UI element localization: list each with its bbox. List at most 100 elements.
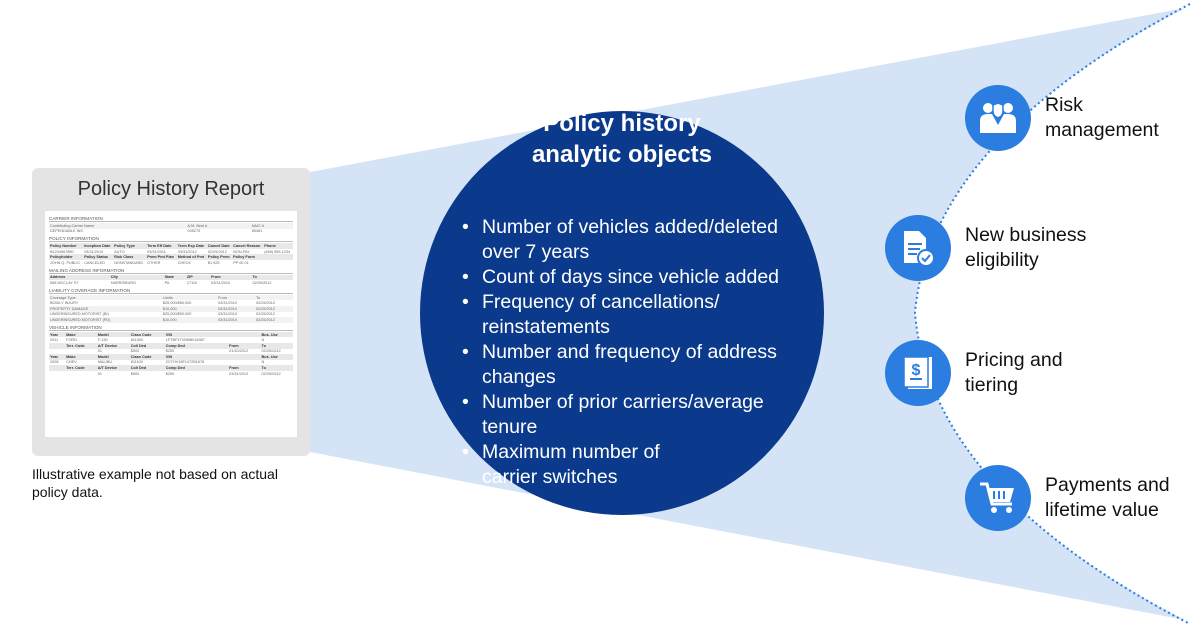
table-cell: NAIC # xyxy=(250,223,293,229)
table-cell: Year xyxy=(49,331,66,338)
table-cell: A.M. Best # xyxy=(186,223,251,229)
table-row: BODILY INJURY $25,000/$50,000 03/31/2010 02… xyxy=(49,300,293,306)
handshake-shield-icon xyxy=(965,85,1031,151)
table-cell: 2008 xyxy=(50,360,59,365)
table-cell xyxy=(49,371,65,377)
table-cell: 565 MCCLAY ST xyxy=(50,280,79,285)
table-cell: $10,000 xyxy=(161,317,217,323)
table-cell xyxy=(228,354,261,360)
table-cell: A/T Device xyxy=(96,365,130,371)
table-cell: N xyxy=(261,338,265,343)
report-sheet: CARRIER INFORMATION Contributing Carrier … xyxy=(45,211,297,437)
table-cell: Terr. Code xyxy=(65,365,97,371)
report-title: Policy History Report xyxy=(77,178,265,200)
table-row: Coverage Type Limits From To xyxy=(49,294,293,301)
table-cell: 03/31/2010 xyxy=(84,249,104,254)
table-cell: From xyxy=(228,342,261,349)
table-cell: DEPENDABLE INS xyxy=(50,229,83,234)
table-cell: 65481 xyxy=(251,229,263,234)
table-cell xyxy=(263,260,293,266)
table-cell: 2CTHV18F1472B1678 xyxy=(165,360,205,365)
table-cell: 03/31/2010 xyxy=(218,312,238,317)
table-cell: Coverage Type xyxy=(49,294,162,301)
table-cell: To xyxy=(254,294,293,301)
table-row: 2011 FORD F-150 811300 1FTBF1TVM6B018367 N xyxy=(49,337,293,343)
table-cell: 01/10/2012 xyxy=(229,349,249,354)
use-label: Payments and lifetime value xyxy=(1045,474,1170,521)
table-cell: 03/31/2011 xyxy=(147,249,166,254)
table-cell: JOHN Q. PUBLIC xyxy=(50,260,81,265)
report-table: Address City State ZIP From To 565 MCCLAY ST HA… xyxy=(49,274,293,286)
dotted-arc xyxy=(913,3,1191,625)
table-cell: MALIBU xyxy=(97,360,112,365)
table-cell: 005279 xyxy=(187,229,201,234)
table-cell: Limits xyxy=(161,294,217,301)
table-cell: From xyxy=(228,365,261,371)
table-cell: To xyxy=(260,342,293,349)
report-section-title: VEHICLE INFORMATION xyxy=(49,325,293,331)
report-table: Year Make Model Class Code VIN Bus. Use 2011 FO… xyxy=(49,331,293,377)
table-cell: 02/25/2012 xyxy=(255,301,275,306)
table-cell: BODILY INJURY xyxy=(50,301,79,306)
table-cell: Bus. Use xyxy=(260,354,293,360)
table-row: PROPERTY DAMAGE $10,000 03/31/2010 02/25/20… xyxy=(49,305,293,312)
table-cell: 02/25/2012 xyxy=(254,317,293,323)
policy-history-report: Policy History Report CARRIER INFORMATIO… xyxy=(32,168,310,456)
table-row: Terr. Code A/T Device Coll Ded Comp Ded From… xyxy=(49,342,293,349)
table-cell: A/T Device xyxy=(96,342,130,349)
table-cell: To xyxy=(260,365,293,371)
table-cell: NONSTANDARD xyxy=(114,260,144,265)
table-cell: Policy Status xyxy=(83,254,114,260)
table-cell: $10,000 xyxy=(161,305,217,312)
list-item: Maximum number of carrier switches xyxy=(460,440,712,490)
table-cell: Address xyxy=(49,274,110,281)
table-cell: City xyxy=(109,274,164,281)
table-row: Year Make Model Class Code VIN Bus. Use xyxy=(49,354,293,360)
table-row: Contributing Carrier Name A.M. Best # NAIC… xyxy=(49,223,293,229)
table-cell: 02/25/2012 xyxy=(261,349,281,354)
table-cell: OTHER xyxy=(147,260,161,265)
use-risk-management: Risk management xyxy=(965,85,1185,151)
table-cell: Bus. Use xyxy=(260,331,293,338)
table-row: 2008 CHEV MALIBU 811100 2CTHV18F1472B1678 N xyxy=(49,360,293,366)
table-cell: Policyholder xyxy=(49,254,84,260)
table-cell: Prem Pmt Plan xyxy=(146,254,177,260)
table-cell: 02/25/2012 xyxy=(252,280,272,285)
table-cell xyxy=(49,342,66,349)
table-cell: $250 xyxy=(165,371,175,376)
table-row: 565 MCCLAY ST HARRISBURG PA 17110 03/31/2010… xyxy=(49,280,293,286)
table-cell: $25,000/$50,000 xyxy=(162,312,192,317)
table-cell: Risk Class xyxy=(113,254,147,260)
table-cell: AUTO xyxy=(114,249,125,254)
center-title: Policy history analytic objects xyxy=(531,110,713,168)
table-cell: 02/25/2012 xyxy=(207,249,227,254)
document-check-icon xyxy=(885,215,951,281)
table-cell xyxy=(263,254,293,260)
table-row: 01 $500 $250 01/10/2012 02/25/2012 xyxy=(49,349,293,355)
use-new-business-eligibility: New business eligibility xyxy=(885,215,1095,281)
table-cell: To xyxy=(251,274,293,281)
list-item: Frequency of cancellations/ reinstatemen… xyxy=(460,290,772,340)
report-section-title: POLICY INFORMATION xyxy=(49,236,293,243)
table-row: 01 $500 $250 03/31/2010 02/25/2012 xyxy=(49,371,293,377)
table-cell: Method of Pmt xyxy=(176,254,207,260)
dollar-book-icon: $ xyxy=(885,340,951,406)
table-cell: VIN xyxy=(164,331,229,338)
report-section-title: CARRIER INFORMATION xyxy=(49,216,293,222)
use-label: New business eligibility xyxy=(965,224,1087,271)
table-cell: 811100 xyxy=(130,360,143,365)
table-cell: F-150 xyxy=(97,338,108,343)
table-cell: 03/31/2010 xyxy=(217,305,255,312)
table-cell: $1,925 xyxy=(207,260,220,265)
table-cell: $500 xyxy=(130,371,140,376)
table-cell: Policy Type xyxy=(113,243,147,249)
report-table: Contributing Carrier Name A.M. Best # NAIC… xyxy=(49,223,293,234)
table-cell: 2011 xyxy=(50,338,59,343)
table-cell xyxy=(65,371,97,377)
list-item: Number and frequency of address changes xyxy=(460,340,810,390)
table-cell: B1234567890 xyxy=(50,249,74,254)
table-row: Address City State ZIP From To xyxy=(49,274,293,281)
table-cell: UNDERINSURED MOTORIST (BI) xyxy=(50,312,109,317)
table-row: JOHN Q. PUBLIC CANCELED NONSTANDARD OTHER CH… xyxy=(49,260,293,266)
table-cell: CHECK xyxy=(177,260,192,265)
